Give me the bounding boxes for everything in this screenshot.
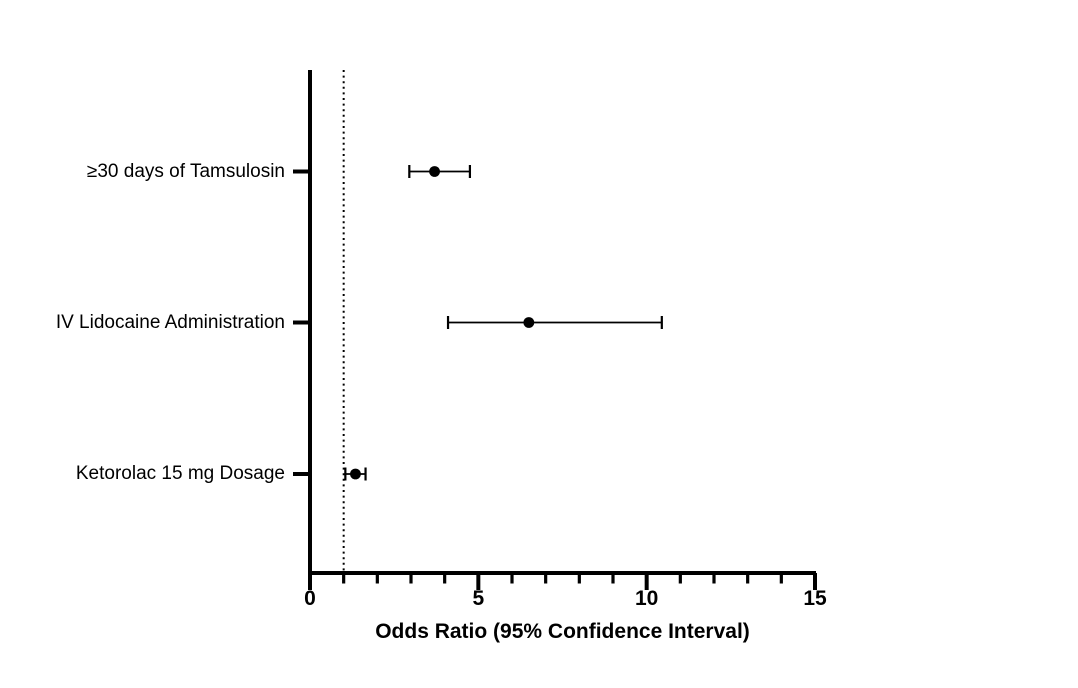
x-tick-label-10: 10 — [634, 587, 659, 610]
x-tick-label-15: 15 — [803, 587, 827, 610]
or-point-1 — [523, 317, 535, 328]
x-tick-label-5: 5 — [472, 587, 485, 610]
category-label-lidocaine: IV Lidocaine Administration — [55, 311, 285, 333]
x-tick-label-0: 0 — [304, 587, 316, 610]
or-point-0 — [429, 166, 440, 177]
category-label-ketorolac: Ketorolac 15 mg Dosage — [75, 463, 285, 484]
category-label-tamsulosin: ≥30 days of Tamsulosin — [86, 160, 285, 182]
x-axis-title: Odds Ratio (95% Confidence Interval) — [375, 620, 750, 643]
or-point-2 — [350, 468, 361, 480]
